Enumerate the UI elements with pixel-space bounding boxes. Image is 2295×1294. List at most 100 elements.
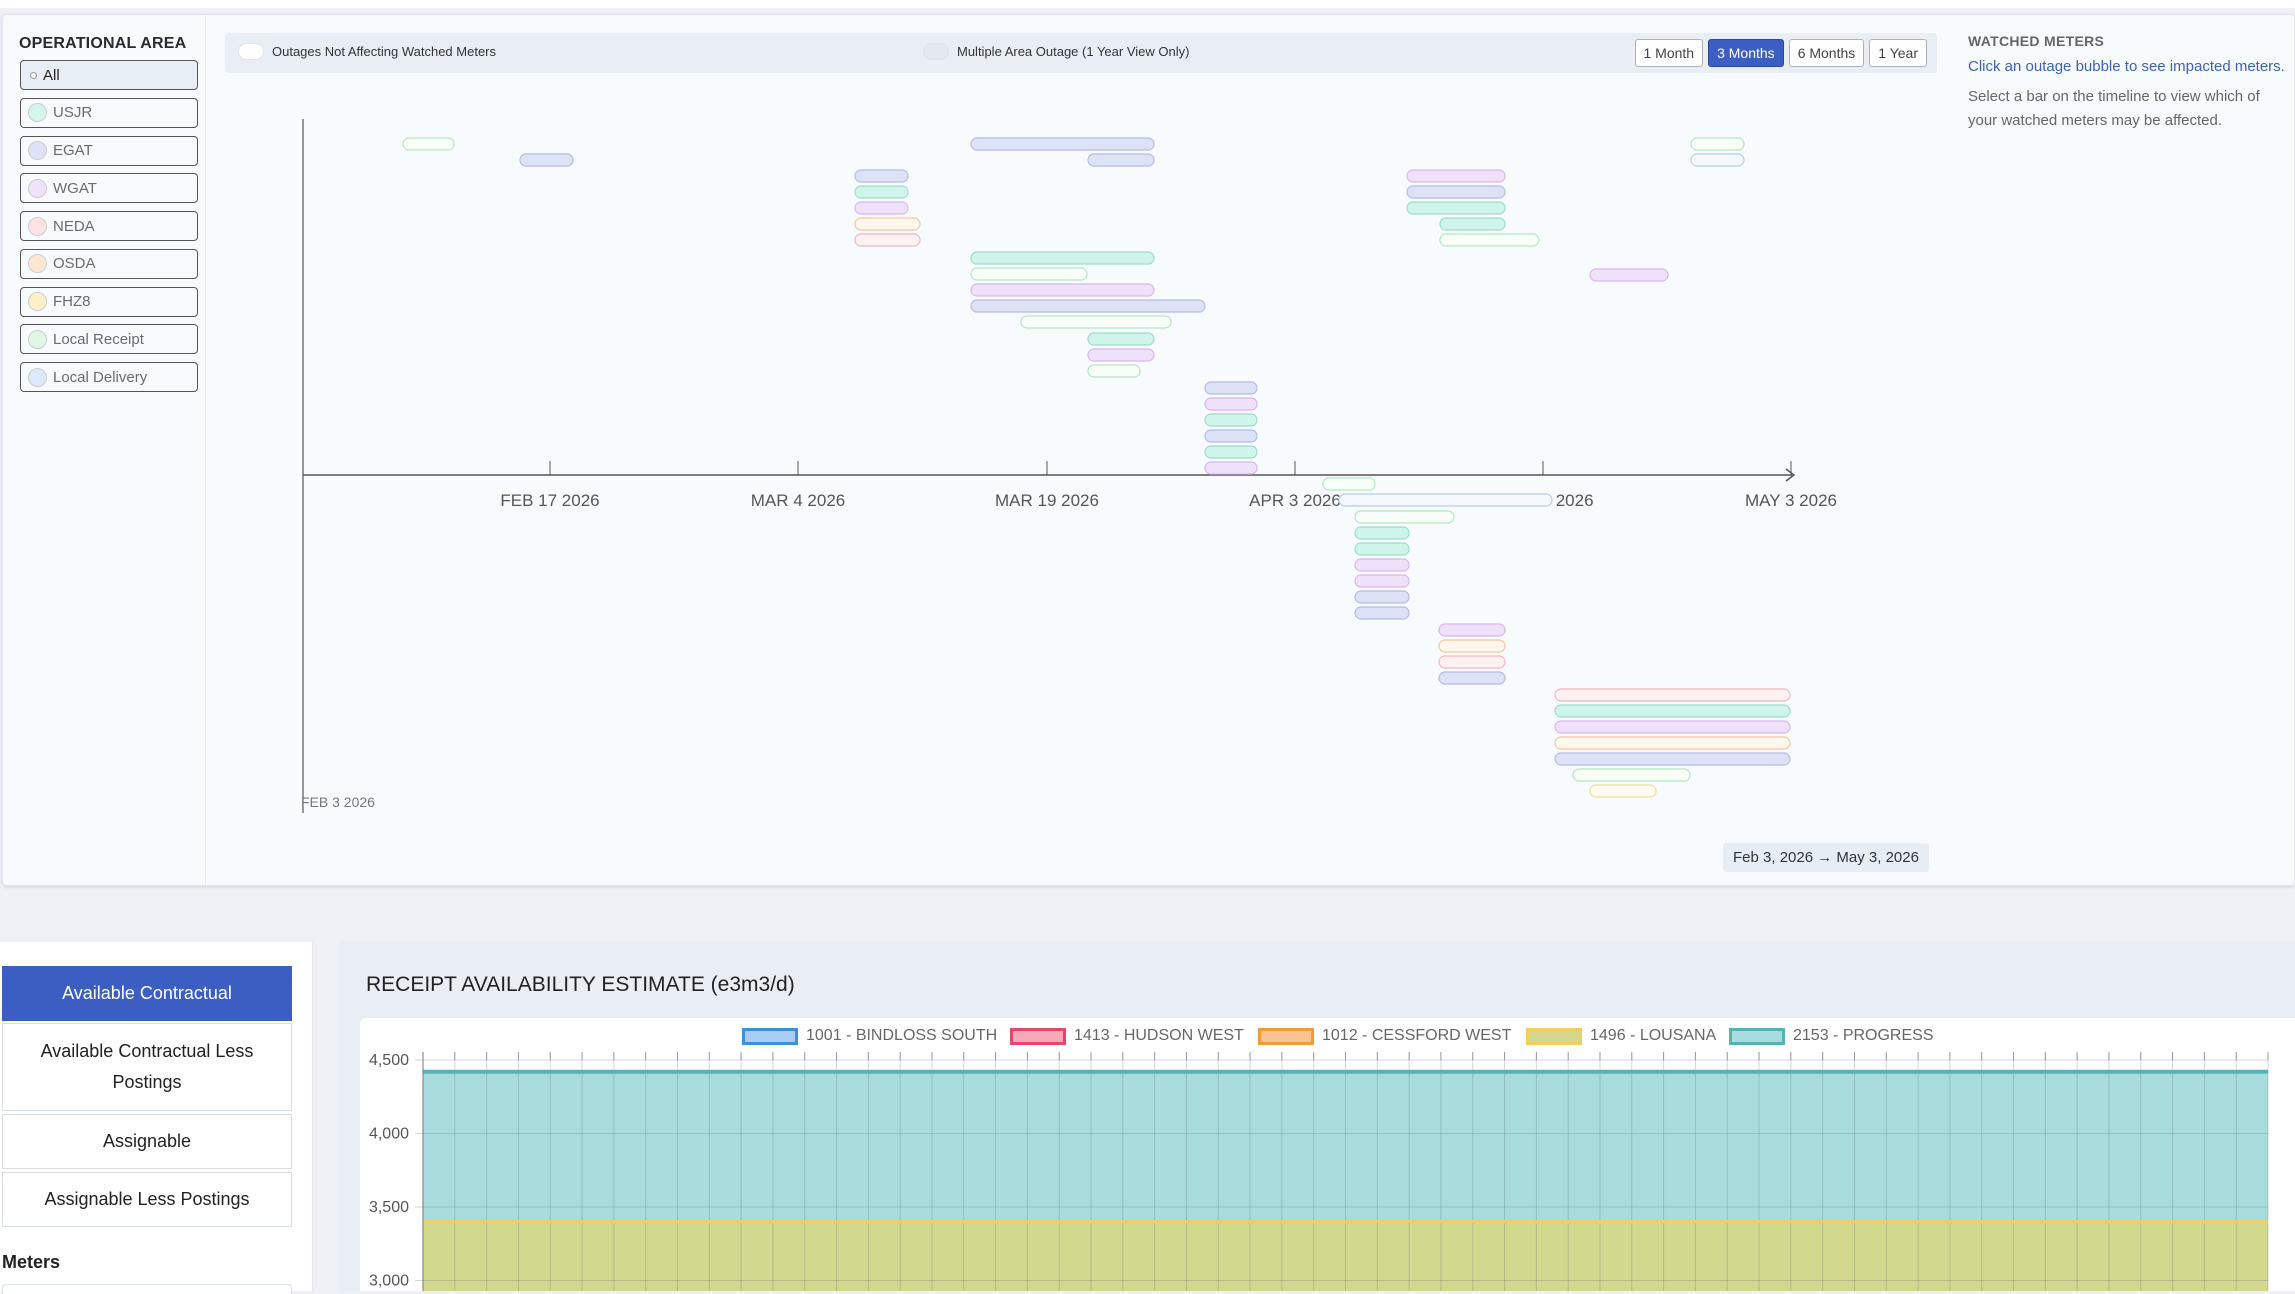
operational-area-title: OPERATIONAL AREA [19,35,187,52]
operational-area-item-usjr[interactable]: USJR [20,97,198,128]
outage-bar[interactable] [519,153,574,167]
tab-assignable[interactable]: Assignable [2,1114,292,1169]
legend-swatch-icon [1258,1027,1314,1045]
area-color-dot-icon [28,141,47,160]
legend-item[interactable]: 1012 - CESSFORD WEST [1258,1027,1511,1045]
outage-bar[interactable] [1087,332,1155,346]
legend-item[interactable]: 1001 - BINDLOSS SOUTH [742,1027,997,1045]
operational-area-item-local-delivery[interactable]: Local Delivery [20,362,198,392]
outage-bar[interactable] [1690,153,1745,167]
outage-bar[interactable] [1438,655,1506,669]
watched-meters-title: WATCHED METERS [1968,33,2105,49]
watched-meters-link[interactable]: Click an outage bubble to see impacted m… [1968,58,2285,75]
legend-label: 1496 - LOUSANA [1590,1027,1717,1044]
outage-bar[interactable] [1338,493,1553,507]
outage-bar[interactable] [1406,185,1506,199]
range-button-1-year[interactable]: 1 Year [1869,39,1927,67]
outage-bar[interactable] [1554,736,1791,750]
outage-bar[interactable] [1438,671,1506,685]
outage-bar[interactable] [1204,429,1258,443]
outage-bar[interactable] [1322,477,1376,491]
outage-bar[interactable] [1554,752,1791,766]
outage-bar[interactable] [1204,413,1258,427]
outage-bar[interactable] [1690,137,1745,151]
tab-available-contractual[interactable]: Available Contractual [2,966,292,1021]
timeline-tick-label: MAR 19 2026 [995,491,1099,510]
operational-area-item-label: NEDA [53,217,95,235]
range-button-6-months[interactable]: 6 Months [1788,39,1865,67]
legend-item[interactable]: 2153 - PROGRESS [1729,1027,1934,1045]
outage-bar[interactable] [970,267,1088,281]
outage-bar[interactable] [970,251,1155,265]
timeline-origin-label: FEB 3 2026 [301,794,375,810]
outage-bar[interactable] [1354,510,1455,524]
outage-bar[interactable] [854,217,921,231]
outage-bar[interactable] [1204,381,1258,395]
outage-bar[interactable] [854,233,921,247]
timeline-tick-label: FEB 17 2026 [500,491,599,510]
date-range-badge: Feb 3, 2026 → May 3, 2026 [1723,843,1929,872]
outage-bar[interactable] [1589,268,1669,282]
outage-bar[interactable] [1406,169,1506,183]
outage-bar[interactable] [1554,704,1791,718]
operational-area-item-local-receipt[interactable]: Local Receipt [20,324,198,355]
outage-bar[interactable] [1354,590,1410,604]
toggle-multiple-area-outage[interactable]: Multiple Area Outage (1 Year View Only) [923,43,1189,60]
outage-bar[interactable] [970,137,1155,151]
toggle-switch-icon[interactable] [923,43,949,60]
legend-item[interactable]: 1496 - LOUSANA [1526,1027,1716,1045]
outage-bar[interactable] [1354,606,1410,620]
operational-area-item-egat[interactable]: EGAT [20,135,198,166]
outage-bar[interactable] [1204,445,1258,459]
outage-bar[interactable] [854,169,909,183]
outage-bar[interactable] [1204,461,1258,475]
outage-bar[interactable] [402,137,455,151]
operational-area-item-label: EGAT [53,142,93,159]
outage-bar[interactable] [1087,364,1141,378]
outage-bar[interactable] [1439,233,1540,247]
outage-bar[interactable] [1572,768,1691,782]
outage-bar[interactable] [854,185,909,199]
outage-bar[interactable] [970,299,1206,313]
outage-bar[interactable] [1354,574,1410,588]
range-button-3-months[interactable]: 3 Months [1708,39,1784,67]
area-color-dot-icon [28,367,47,387]
outage-bar[interactable] [1439,217,1506,231]
legend-swatch-icon [742,1027,798,1045]
operational-area-item-all[interactable]: All [20,60,198,90]
outage-bar[interactable] [1087,153,1155,167]
outage-bar[interactable] [1438,639,1506,653]
area-color-dot-icon [28,292,47,311]
outage-bar[interactable] [970,283,1155,297]
timeline-tick-label: MAY 3 2026 [1745,491,1837,510]
outage-bar[interactable] [854,201,909,215]
legend-item[interactable]: 1413 - HUDSON WEST [1010,1027,1244,1045]
tab-available-contractual-less-postings[interactable]: Available Contractual Less Postings [2,1023,292,1111]
outage-bar[interactable] [1087,348,1155,362]
outage-bar[interactable] [1554,720,1791,734]
outage-bar[interactable] [1589,784,1657,798]
toggle-switch-icon[interactable] [238,43,264,60]
area-color-dot-icon [28,103,47,123]
outage-bar[interactable] [1354,558,1410,572]
operational-area-item-fhz8[interactable]: FHZ8 [20,286,198,317]
operational-area-item-label: All [43,66,60,84]
meters-list[interactable] [2,1284,292,1294]
legend-swatch-icon [1729,1027,1785,1045]
outage-bar[interactable] [1020,315,1172,329]
outage-timeline-chart: FEB 17 2026 MAR 4 2026 MAR 19 2026 APR 3 20… [301,119,1837,813]
tab-assignable-less-postings[interactable]: Assignable Less Postings [2,1172,292,1227]
outage-bar[interactable] [1354,542,1410,556]
outage-bar[interactable] [1438,623,1506,637]
toggle-unaffected-outages[interactable]: Outages Not Affecting Watched Meters [238,43,496,60]
operational-area-item-osda[interactable]: OSDA [20,248,198,279]
range-button-1-month[interactable]: 1 Month [1634,39,1704,67]
outage-bar[interactable] [1204,397,1258,411]
operational-area-item-wgat[interactable]: WGAT [20,173,198,204]
operational-area-item-label: Local Delivery [53,368,148,386]
outage-bar[interactable] [1406,201,1506,215]
area-color-dot-icon [28,216,47,236]
outage-bar[interactable] [1354,526,1410,540]
operational-area-item-neda[interactable]: NEDA [20,211,198,241]
outage-bar[interactable] [1554,688,1791,702]
